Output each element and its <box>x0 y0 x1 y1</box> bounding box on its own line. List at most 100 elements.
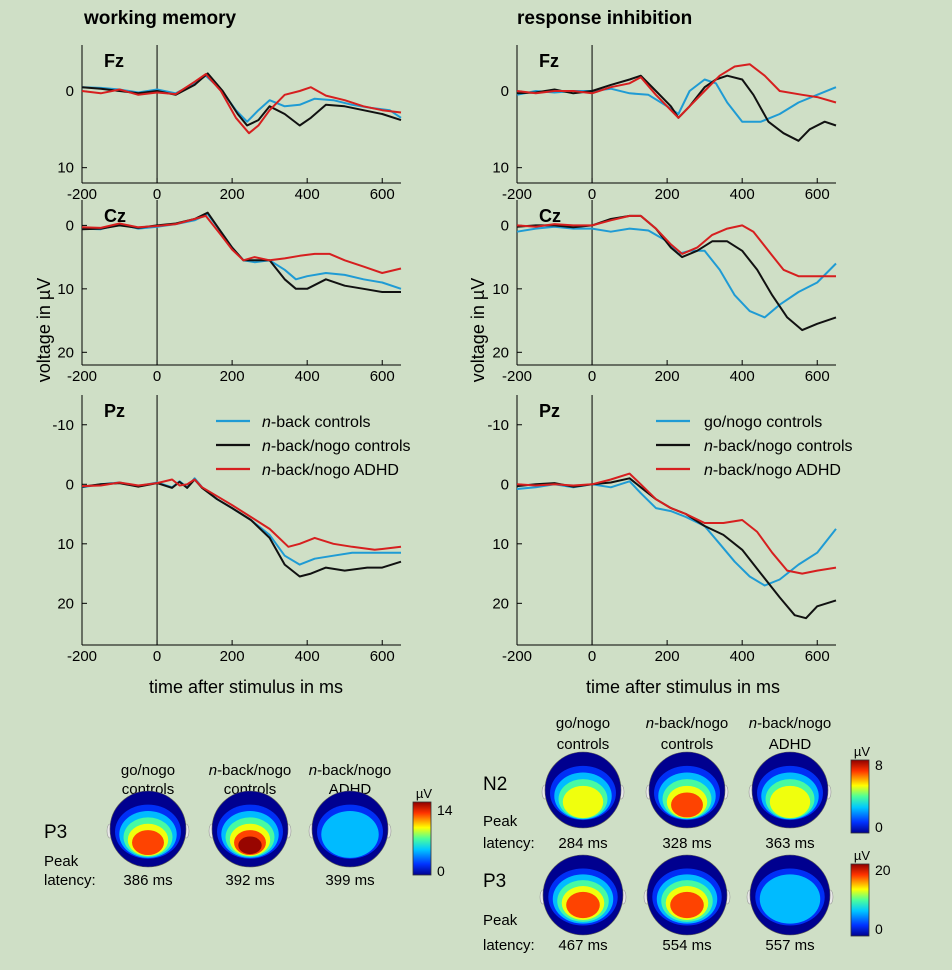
peak-label: Peak <box>44 853 79 870</box>
topo-section-working-memory: go/nogo controls n-back/nogo controls n-… <box>44 762 453 889</box>
electrode-label: Cz <box>539 206 561 226</box>
x-tick-label: 200 <box>220 648 245 665</box>
topo-contour <box>769 785 811 819</box>
y-tick-label: 0 <box>501 217 509 234</box>
x-tick-label: 200 <box>220 368 245 385</box>
topo-map <box>308 790 392 868</box>
colorbar-min: 0 <box>437 863 445 879</box>
x-tick-label: 200 <box>655 186 680 203</box>
y-tick-label: -10 <box>487 417 509 434</box>
head-border <box>542 854 624 936</box>
topo-map <box>748 751 832 829</box>
x-tick-label: 400 <box>730 368 755 385</box>
topo-contour <box>321 810 379 858</box>
colorbar-unit: µV <box>854 744 870 759</box>
y-tick-label: 20 <box>57 595 74 612</box>
topo-contour <box>132 830 164 856</box>
latency-value: 467 ms <box>558 937 607 954</box>
head-border <box>646 854 728 936</box>
x-tick-label: 0 <box>588 648 596 665</box>
colorbar-min: 0 <box>875 921 883 937</box>
x-tick-label: 0 <box>153 368 161 385</box>
topo-col-header: go/nogo <box>121 762 175 779</box>
x-tick-label: 0 <box>153 186 161 203</box>
x-tick-label: 400 <box>295 186 320 203</box>
series-line-black <box>516 477 837 620</box>
topo-section-response-inhibition: go/nogo controls n-back/nogo controls n-… <box>483 715 891 954</box>
y-tick-label: 10 <box>57 281 74 298</box>
legend-label: n-back/nogo ADHD <box>262 462 399 479</box>
topo-col-header: controls <box>557 736 610 753</box>
topo-map <box>643 854 731 936</box>
series-line-black <box>516 214 837 332</box>
topo-contour <box>671 792 703 818</box>
topo-contour <box>566 891 600 919</box>
y-tick-label: 20 <box>492 344 509 361</box>
colorbar <box>850 863 870 937</box>
topo-col-header: n-back/nogo <box>309 762 392 779</box>
topo-map <box>541 751 625 829</box>
plot-working-memory-fz: -200 0 200 400 600 0 10 Fz <box>57 45 402 203</box>
latency-value: 554 ms <box>662 937 711 954</box>
x-tick-label: 0 <box>153 648 161 665</box>
colorbar-max: 20 <box>875 862 891 878</box>
y-tick-label: 0 <box>501 476 509 493</box>
x-tick-label: 0 <box>588 368 596 385</box>
latency-value: 328 ms <box>662 835 711 852</box>
topo-map <box>539 854 627 936</box>
ylabel-right: voltage in µV <box>468 278 488 382</box>
colorbar-unit: µV <box>416 786 432 801</box>
head-border <box>311 790 389 868</box>
xlabel-right: time after stimulus in ms <box>586 677 780 697</box>
x-tick-label: 600 <box>805 368 830 385</box>
colorbar <box>850 759 870 834</box>
y-tick-label: 0 <box>501 83 509 100</box>
series-line-red <box>516 63 837 119</box>
series-line-black <box>81 478 402 578</box>
y-tick-label: -10 <box>52 417 74 434</box>
colorbar-min: 0 <box>875 819 883 835</box>
electrode-label: Fz <box>539 51 559 71</box>
component-label-p3: P3 <box>44 822 67 843</box>
plot-response-inhibition-pz: -200 0 200 400 600 -10 0 10 20 Pz <box>487 395 837 665</box>
topo-col-header: go/nogo <box>556 715 610 732</box>
latency-value: 363 ms <box>765 835 814 852</box>
colorbar-max: 8 <box>875 757 883 773</box>
legend-working-memory: n-back controls n-back/nogo controls n-b… <box>216 414 411 479</box>
colorbar-unit: µV <box>854 848 870 863</box>
series-line-blue <box>81 477 401 566</box>
x-tick-label: 400 <box>730 648 755 665</box>
colorbar-max: 14 <box>437 802 453 818</box>
x-tick-label: 200 <box>655 648 680 665</box>
legend-label: n-back/nogo controls <box>704 438 853 455</box>
electrode-label: Fz <box>104 51 124 71</box>
x-tick-label: 600 <box>370 368 395 385</box>
topo-map <box>208 790 292 868</box>
x-tick-label: -200 <box>67 186 97 203</box>
x-tick-label: -200 <box>67 648 97 665</box>
series-line-red <box>81 73 402 135</box>
x-tick-label: 400 <box>295 368 320 385</box>
electrode-label: Pz <box>539 401 560 421</box>
x-tick-label: -200 <box>502 648 532 665</box>
series-line-red <box>516 214 836 278</box>
latency-value: 399 ms <box>325 872 374 889</box>
legend-label: n-back/nogo ADHD <box>704 462 841 479</box>
plot-response-inhibition-cz: -200 0 200 400 600 0 10 20 Cz <box>492 200 837 385</box>
y-tick-label: 20 <box>57 344 74 361</box>
legend-label: go/nogo controls <box>704 414 822 431</box>
peak-label: Peak <box>483 912 518 929</box>
topo-map <box>106 790 190 868</box>
series-line-black <box>81 72 402 127</box>
topo-map <box>746 854 834 936</box>
electrode-label: Cz <box>104 206 126 226</box>
series-line-red <box>81 214 402 274</box>
plot-working-memory-cz: -200 0 200 400 600 0 10 20 Cz <box>57 200 402 385</box>
x-tick-label: -200 <box>502 368 532 385</box>
xlabel-left: time after stimulus in ms <box>149 677 343 697</box>
x-tick-label: -200 <box>502 186 532 203</box>
series-line-blue <box>81 74 402 123</box>
peak-label: latency: <box>44 872 96 889</box>
plot-response-inhibition-fz: -200 0 200 400 600 0 10 Fz <box>492 45 837 203</box>
x-tick-label: 0 <box>588 186 596 203</box>
